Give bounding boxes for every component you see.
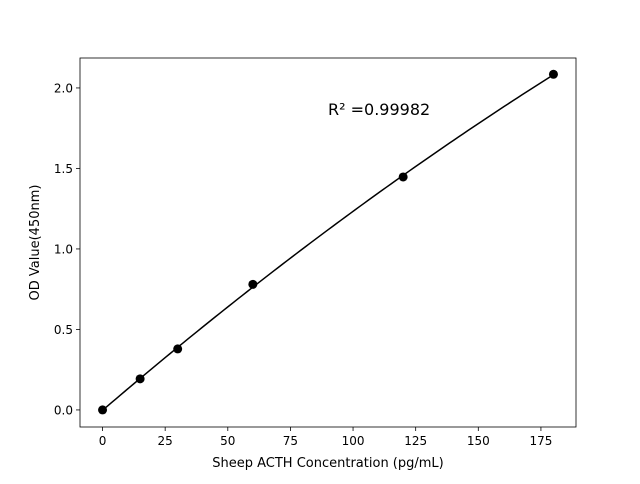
axis-ticks: 0 25 50 75 100 125 150 175 0.0 0.5 1.0 1.5 2.0 [54,81,552,448]
y-tick-label: 1.0 [54,242,73,256]
data-point [98,405,108,415]
r-squared-annotation: R² =0.99982 [328,100,430,119]
x-tick-label: 175 [529,434,552,448]
y-tick-label: 0.5 [54,323,73,337]
x-axis-label: Sheep ACTH Concentration (pg/mL) [212,456,444,471]
y-tick-label: 1.5 [54,162,73,176]
data-point [173,344,183,354]
y-tick-label: 0.0 [54,403,73,417]
data-point [398,172,408,182]
plot-frame [79,57,577,428]
x-tick-label: 50 [220,434,235,448]
y-tick-label: 2.0 [54,81,73,95]
x-tick-label: 100 [342,434,365,448]
data-points [98,69,558,415]
x-tick-label: 25 [158,434,173,448]
data-point [135,374,145,384]
data-point [548,69,558,79]
data-point [248,279,258,289]
x-tick-label: 125 [404,434,427,448]
y-axis-label: OD Value(450nm) [28,185,43,301]
x-tick-label: 75 [283,434,298,448]
x-tick-label: 0 [99,434,107,448]
x-tick-label: 150 [467,434,490,448]
fit-curve [102,74,554,411]
